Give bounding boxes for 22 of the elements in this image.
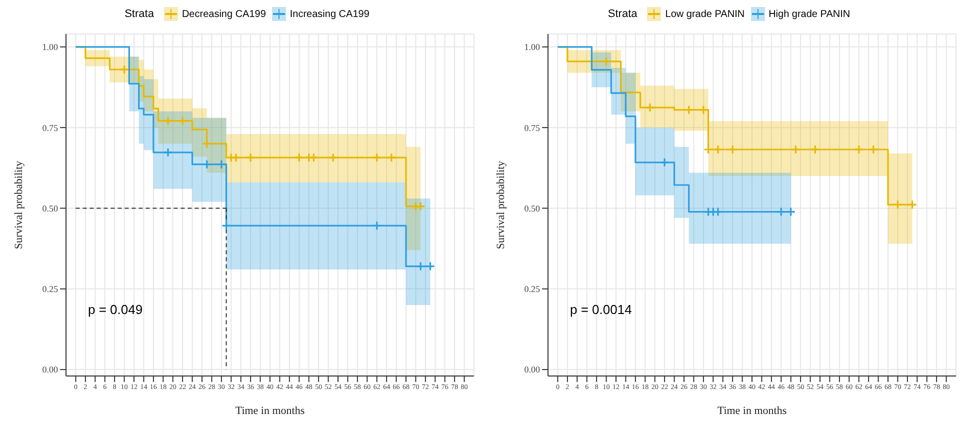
y-tick-label: 1.00 (42, 42, 58, 52)
y-axis-title: Survival probability (12, 160, 25, 250)
annotation: p = 0.049 (88, 302, 143, 317)
y-tick-label: 0.75 (42, 122, 58, 133)
y-axis-title: Survival probability (494, 160, 507, 250)
y-tick-label: 0.75 (524, 122, 540, 133)
y-tick-label: 1.00 (524, 42, 540, 52)
legend-title: Strata (608, 8, 638, 20)
y-tick-label: 0.25 (524, 284, 540, 294)
legend-label: Decreasing CA199 (182, 8, 266, 20)
y-tick-label: 0.50 (524, 203, 540, 214)
legend-title: Strata (124, 8, 154, 20)
y-tick-label: 0.00 (524, 364, 540, 375)
y-tick-label: 0.25 (42, 284, 58, 294)
annotation: p = 0.0014 (570, 302, 632, 317)
y-tick-label: 0.50 (42, 203, 58, 214)
y-tick-label: 0.00 (42, 364, 58, 375)
legend-label: High grade PANIN (768, 8, 850, 20)
legend-label: Low grade PANIN (665, 8, 745, 20)
x-axis-title: Time in months (235, 405, 305, 417)
x-axis-title: Time in months (717, 405, 787, 417)
legend-label: Increasing CA199 (290, 8, 370, 20)
